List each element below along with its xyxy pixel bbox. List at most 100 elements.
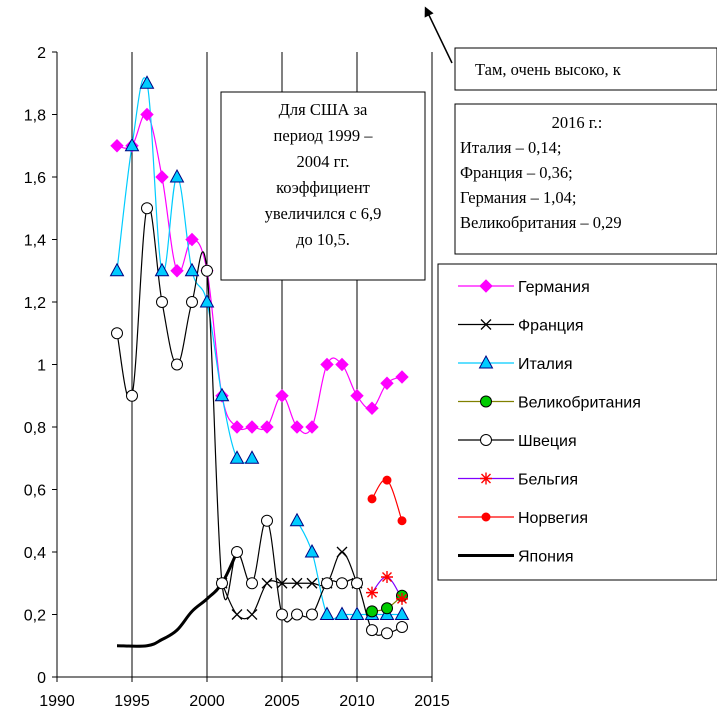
annotation-usa-line: коэффициент	[276, 178, 370, 197]
data-point	[366, 586, 378, 599]
data-point	[304, 543, 320, 558]
legend-label: Франция	[518, 318, 584, 335]
y-tick-label: 1,4	[24, 233, 46, 250]
annotation-2016-line: Великобритания – 0,29	[460, 213, 622, 232]
data-point	[214, 387, 230, 402]
data-point	[185, 232, 199, 247]
data-point	[276, 577, 288, 589]
data-point	[291, 577, 303, 589]
legend-swatch-marker	[481, 512, 491, 522]
data-point	[381, 602, 393, 615]
data-point	[186, 296, 198, 308]
data-point	[261, 577, 273, 589]
series-layer	[109, 75, 410, 648]
y-tick-label: 1,8	[24, 108, 46, 125]
data-point	[350, 389, 364, 403]
data-point	[349, 606, 365, 620]
data-point	[305, 420, 319, 434]
data-point	[201, 264, 213, 277]
legend-swatch-marker	[479, 279, 493, 293]
annotation-2016-line: Германия – 1,04;	[460, 188, 576, 207]
series-5-points	[111, 202, 408, 640]
annotation-high-text: Там, очень высоко, к	[475, 60, 622, 79]
legend-label: Германия	[518, 279, 590, 296]
data-point	[351, 577, 363, 590]
annotation-high: Там, очень высоко, к	[454, 47, 717, 91]
annotation-usa: Для США за период 1999 – 2004 гг. коэффицие…	[220, 91, 426, 281]
series-7-points	[367, 475, 407, 526]
data-point	[396, 621, 408, 633]
data-point	[246, 609, 258, 620]
legend-item: Япония	[458, 549, 574, 566]
data-point	[381, 571, 393, 583]
data-point	[229, 450, 245, 464]
data-point	[320, 357, 334, 372]
series-line	[116, 551, 239, 648]
data-point	[199, 293, 215, 308]
annotation-usa-text: Для США за период 1999 – 2004 гг. коэффицие…	[265, 100, 382, 249]
data-point	[231, 546, 243, 558]
data-point	[395, 370, 409, 384]
data-point	[111, 327, 123, 340]
y-tick-label: 1,6	[24, 170, 46, 187]
data-point	[230, 420, 244, 434]
x-tick-label: 2005	[264, 693, 300, 710]
annotation-usa-line: 2004 гг.	[297, 152, 350, 171]
annotation-usa-line: период 1999 –	[274, 126, 374, 145]
annotation-2016: 2016 г.: Италия – 0,14; Франция – 0,36; Гер…	[454, 103, 717, 255]
data-point	[261, 514, 273, 527]
data-point	[306, 608, 318, 621]
y-tick-label: 2	[37, 45, 46, 62]
series-6-points	[366, 571, 408, 605]
legend-label: Бельгия	[518, 472, 578, 489]
y-tick-label: 0	[37, 670, 46, 687]
data-point	[139, 75, 155, 89]
y-tick-label: 0,6	[24, 483, 46, 500]
data-point	[154, 262, 170, 277]
annotation-2016-text: 2016 г.: Италия – 0,14; Франция – 0,36; Гер…	[460, 113, 622, 232]
data-point	[365, 401, 379, 415]
y-tick-label: 0,8	[24, 420, 46, 437]
data-point	[110, 139, 124, 153]
data-point	[397, 516, 407, 526]
legend-label: Великобритания	[518, 395, 641, 412]
data-point	[245, 420, 259, 434]
data-point	[334, 606, 350, 620]
data-point	[260, 420, 274, 434]
data-point	[244, 450, 260, 464]
series-8-line	[116, 551, 239, 648]
data-point	[394, 606, 410, 620]
x-tick-label: 1990	[39, 693, 75, 710]
data-point	[109, 262, 125, 277]
x-tick-label: 1995	[114, 693, 150, 710]
legend: Германия Франция Италия Великобритания Швеци…	[437, 263, 717, 581]
series-3-points	[109, 75, 410, 620]
x-tick-label: 2015	[414, 693, 450, 710]
legend-label: Япония	[518, 549, 574, 566]
data-point	[169, 168, 185, 183]
data-point	[184, 262, 200, 277]
series-7-line	[371, 479, 403, 521]
data-point	[367, 494, 377, 504]
data-point	[366, 605, 378, 618]
y-tick-label: 1,2	[24, 295, 46, 312]
legend-swatch-marker	[480, 319, 492, 330]
legend-swatch-marker	[480, 395, 492, 408]
data-point	[155, 170, 169, 184]
legend-item: Швеция	[458, 433, 577, 450]
series-2-line	[221, 551, 358, 620]
data-point	[289, 512, 305, 527]
y-tick-label: 1	[37, 358, 46, 375]
data-point	[140, 107, 154, 122]
annotation-2016-line: Италия – 0,14;	[460, 138, 561, 157]
data-point	[156, 296, 168, 308]
data-point	[335, 357, 349, 372]
data-point	[306, 577, 318, 589]
legend-swatch-marker	[478, 354, 494, 369]
data-point	[124, 137, 140, 152]
legend-item: Норвегия	[458, 510, 588, 527]
legend-swatch-marker	[480, 434, 492, 446]
legend-item: Великобритания	[458, 395, 641, 412]
legend-item: Франция	[458, 318, 584, 335]
